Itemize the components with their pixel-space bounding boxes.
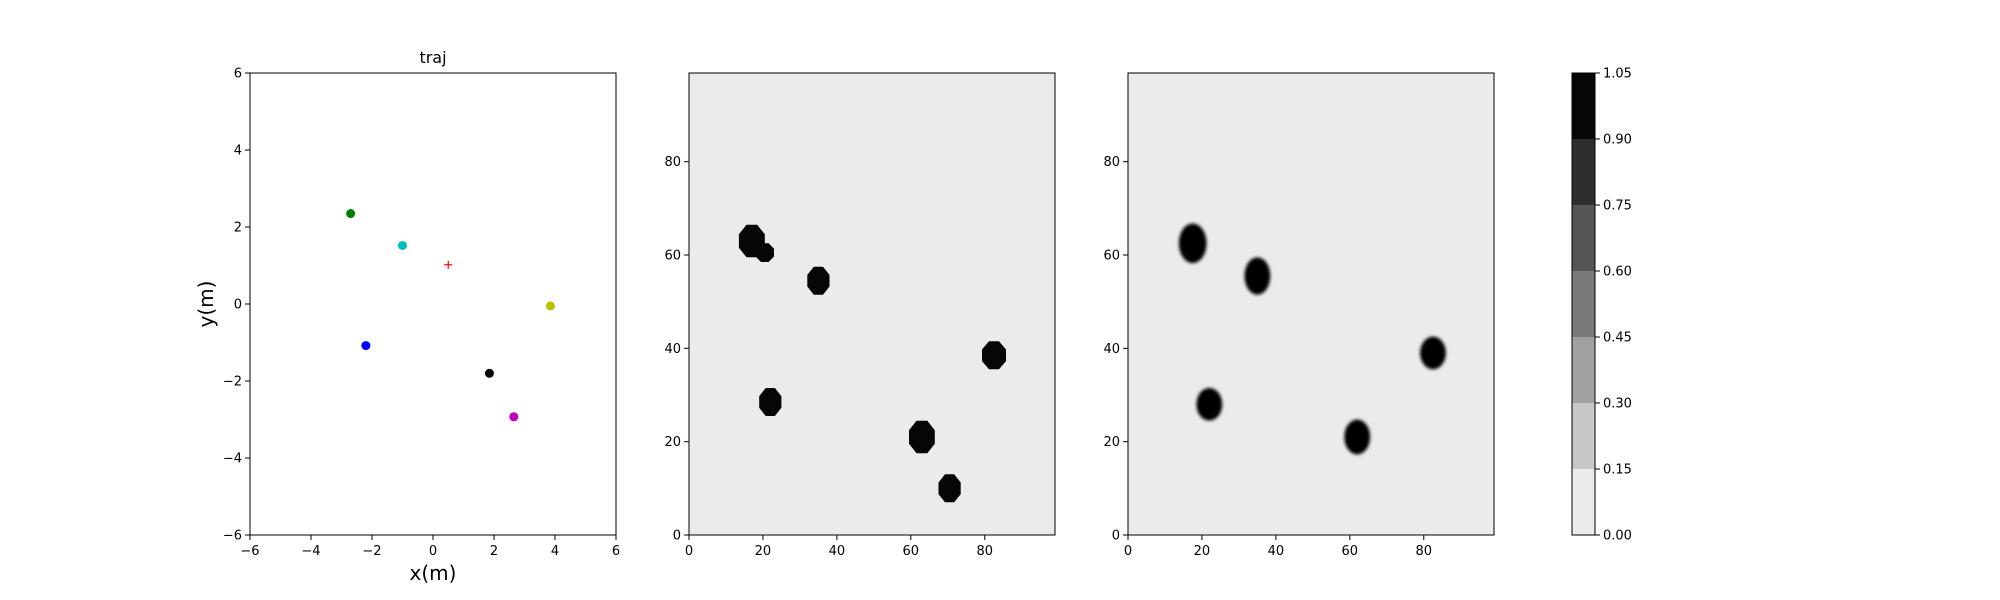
agent-point <box>545 301 555 311</box>
map1-ytick-label: 0 <box>673 529 681 544</box>
colorbar-band <box>1572 403 1595 469</box>
traj-ytick-label: −2 <box>223 375 242 390</box>
obstacle-blob <box>755 243 774 262</box>
colorbar-band <box>1572 469 1595 535</box>
traj-marks <box>346 209 555 422</box>
traj-ytick-label: 4 <box>234 144 242 159</box>
colorbar-tick-label: 0.45 <box>1603 331 1632 346</box>
map2-background <box>1128 73 1494 535</box>
map2-xtick-label: 60 <box>1342 544 1359 559</box>
colorbar-band <box>1572 205 1595 271</box>
traj-xlabel: x(m) <box>410 561 457 585</box>
traj-plot-area <box>250 73 616 535</box>
agent-point <box>398 240 407 250</box>
traj-xtick-label: −2 <box>362 544 381 559</box>
map2-ytick-label: 20 <box>1103 435 1120 450</box>
map2-xtick-label: 80 <box>1415 544 1432 559</box>
colorbar-tick-label: 0.75 <box>1603 199 1632 214</box>
map1-ticks: 0 20 40 60 80 0 20 40 60 80 <box>664 155 993 559</box>
traj-title: traj <box>419 48 446 67</box>
map1-ytick-label: 40 <box>664 342 681 357</box>
map2-marks <box>1178 223 1446 455</box>
map1-xtick-label: 0 <box>685 544 693 559</box>
traj-ytick-label: 0 <box>234 298 242 313</box>
map1-xtick-label: 20 <box>755 544 772 559</box>
obstacle-blob <box>1344 419 1371 455</box>
obstacle-blob <box>982 341 1006 370</box>
colorbar-tick-label: 0.60 <box>1603 265 1632 280</box>
map1-background <box>689 73 1055 535</box>
colorbar-band <box>1572 73 1595 139</box>
map2-ticks: 0 20 40 60 80 0 20 40 60 80 <box>1103 155 1432 559</box>
obstacle-blob <box>909 420 935 454</box>
agent-point <box>484 368 494 378</box>
map2-xtick-label: 20 <box>1194 544 1211 559</box>
map2-xtick-label: 0 <box>1124 544 1132 559</box>
obstacle-blob <box>1178 223 1207 264</box>
map1-frame <box>688 72 1056 536</box>
colorbar-tick-label: 0.15 <box>1603 463 1632 478</box>
map2-ytick-label: 80 <box>1103 155 1120 170</box>
obstacle-blob <box>1420 336 1446 370</box>
traj-ticks: −6 −4 −2 0 2 4 6 −6 −4 −2 0 2 4 6 <box>223 67 620 560</box>
obstacle-blob <box>1244 257 1271 295</box>
colorbar-tick-label: 0.90 <box>1603 133 1632 148</box>
map2-xtick-label: 40 <box>1268 544 1285 559</box>
map1-xtick-label: 40 <box>829 544 846 559</box>
obstacle-blob <box>1196 388 1223 421</box>
map2-ytick-label: 0 <box>1112 529 1120 544</box>
map1-ytick-label: 80 <box>664 155 681 170</box>
traj-xtick-label: −4 <box>301 544 320 559</box>
occupancy-map-2: 0 20 40 60 80 0 20 40 60 80 <box>1103 72 1495 559</box>
traj-xtick-label: 4 <box>551 544 559 559</box>
traj-ytick-label: 2 <box>234 221 242 236</box>
colorbar-band <box>1572 271 1595 337</box>
agent-point <box>361 341 371 351</box>
traj-xtick-label: 0 <box>429 544 437 559</box>
colorbar-frame <box>1571 72 1596 536</box>
colorbar-tick-label: 0.00 <box>1603 529 1632 544</box>
map1-ytick-label: 20 <box>664 435 681 450</box>
obstacle-blob <box>759 388 782 416</box>
map1-xtick-label: 80 <box>976 544 993 559</box>
traj-frame <box>249 72 617 536</box>
traj-ytick-label: −4 <box>223 452 242 467</box>
colorbar-ticks: 0.00 0.15 0.30 0.45 0.60 0.75 0.90 1.05 <box>1595 67 1632 544</box>
traj-ylabel: y(m) <box>194 281 218 328</box>
agent-point <box>346 209 356 219</box>
colorbar: 0.00 0.15 0.30 0.45 0.60 0.75 0.90 1.05 <box>1571 67 1632 544</box>
map2-frame <box>1127 72 1495 536</box>
traj-ytick-label: 6 <box>234 67 242 82</box>
map1-marks <box>738 224 1006 503</box>
traj-plot: −6 −4 −2 0 2 4 6 −6 −4 −2 0 2 4 6 traj x(m) y(m) <box>194 48 620 585</box>
traj-xtick-label: −6 <box>240 544 259 559</box>
colorbar-bands <box>1572 73 1595 535</box>
traj-xtick-label: 2 <box>490 544 498 559</box>
colorbar-tick-label: 1.05 <box>1603 67 1632 82</box>
map1-xtick-label: 60 <box>903 544 920 559</box>
map2-ytick-label: 40 <box>1103 342 1120 357</box>
obstacle-blob <box>807 266 830 295</box>
obstacle-blob <box>938 474 961 503</box>
traj-xtick-label: 6 <box>612 544 620 559</box>
colorbar-band <box>1572 139 1595 205</box>
agent-point <box>509 412 519 422</box>
traj-ytick-label: −6 <box>223 529 242 544</box>
map2-ytick-label: 60 <box>1103 249 1120 264</box>
colorbar-band <box>1572 337 1595 403</box>
map1-ytick-label: 60 <box>664 249 681 264</box>
colorbar-tick-label: 0.30 <box>1603 397 1632 412</box>
occupancy-map-1: 0 20 40 60 80 0 20 40 60 80 <box>664 72 1056 559</box>
